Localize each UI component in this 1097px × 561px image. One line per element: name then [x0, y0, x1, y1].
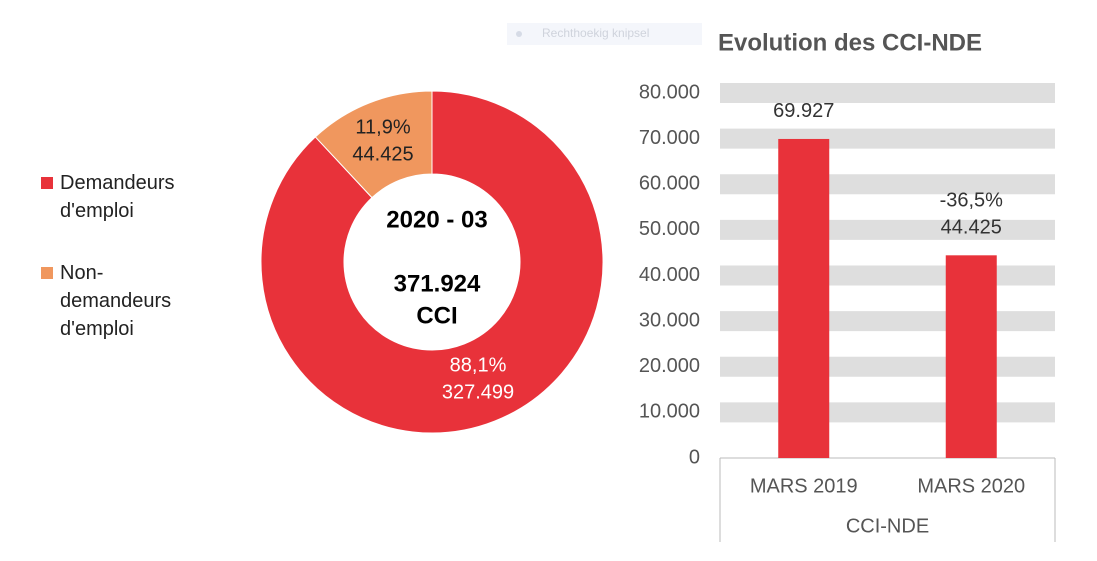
- donut-slice: [314, 90, 433, 199]
- bar: [945, 255, 997, 458]
- y-tick-label: 40.000: [639, 264, 700, 286]
- y-tick-label: 80.000: [639, 81, 700, 103]
- y-tick-label: 0: [689, 446, 700, 468]
- y-tick-label: 10.000: [639, 401, 700, 423]
- percent-label: 11,9%: [355, 116, 410, 138]
- percent-label: 88,1%: [450, 354, 507, 376]
- y-tick-label: 70.000: [639, 127, 700, 149]
- value-label: 44.425: [352, 143, 413, 165]
- bar: [778, 138, 830, 458]
- center-unit: CCI: [416, 302, 457, 329]
- snip-overlay: Rechthoekig knipsel: [542, 26, 649, 40]
- legend-label: Demandeurs d'emploi: [60, 172, 175, 222]
- donut-slice: [260, 90, 604, 434]
- legend-swatch: [41, 177, 53, 189]
- snip-icon: [516, 31, 522, 37]
- y-tick-label: 50.000: [639, 218, 700, 240]
- snip-overlay-box: [507, 23, 702, 45]
- chart-title: Evolution des CCI-NDE: [718, 29, 982, 56]
- center-date: 2020 - 03: [386, 206, 487, 233]
- y-tick-label: 60.000: [639, 173, 700, 195]
- value-label: 69.927: [773, 100, 834, 122]
- x-group-label: CCI-NDE: [846, 515, 929, 537]
- value-label: 327.499: [442, 381, 514, 403]
- x-tick-label: MARS 2019: [750, 475, 858, 497]
- x-tick-label: MARS 2020: [917, 475, 1025, 497]
- center-total: 371.924: [394, 270, 481, 297]
- annotation: -36,5%: [940, 190, 1004, 212]
- value-label: 44.425: [941, 217, 1002, 239]
- y-tick-label: 20.000: [639, 355, 700, 377]
- legend-swatch: [41, 267, 53, 279]
- legend-label: Non-demandeurs d'emploi: [60, 262, 172, 340]
- y-tick-label: 30.000: [639, 309, 700, 331]
